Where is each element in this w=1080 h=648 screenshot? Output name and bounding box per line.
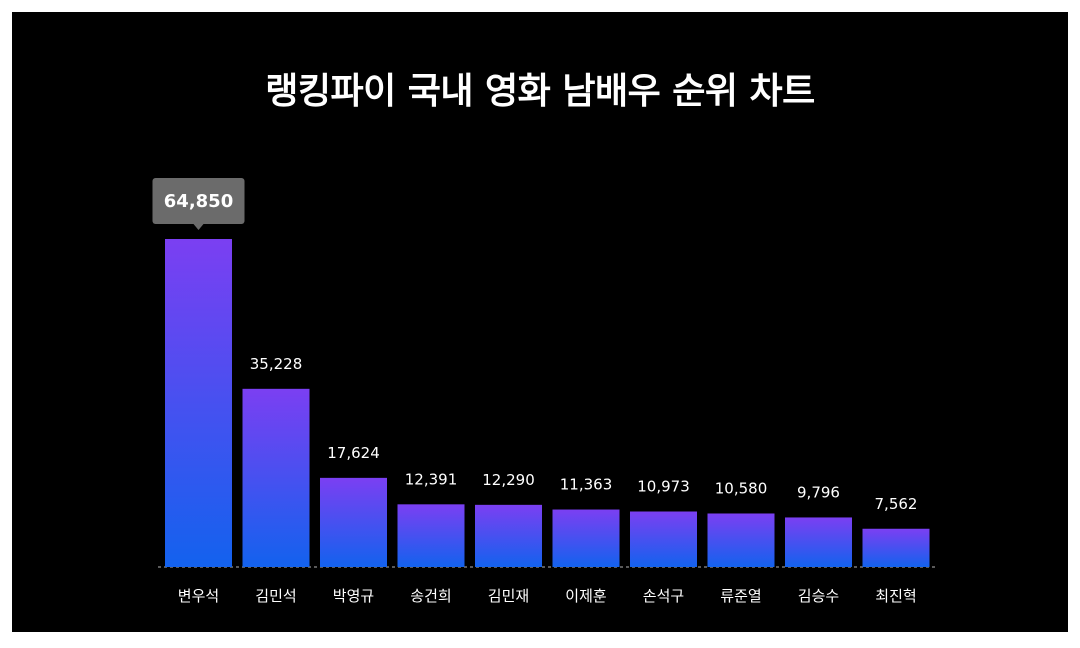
value-tooltip-box (152, 178, 245, 224)
x-tick-label: 송건희 (410, 587, 451, 605)
bar (707, 513, 775, 567)
x-tick-label: 김승수 (798, 587, 839, 605)
data-label: 17,624 (327, 444, 380, 462)
data-label: 11,363 (560, 476, 613, 494)
bar (320, 477, 387, 567)
data-label: 64,850 (164, 191, 233, 212)
data-label: 12,391 (405, 470, 458, 488)
data-label: 10,580 (715, 479, 768, 497)
bar (397, 504, 465, 567)
x-tick-label: 변우석 (178, 587, 219, 605)
x-tick-label: 손석구 (643, 587, 684, 605)
data-label: 7,562 (875, 495, 918, 513)
value-tooltip-pointer (193, 224, 204, 230)
x-tick-label: 김민석 (255, 587, 296, 605)
data-label: 9,796 (797, 483, 840, 501)
x-tick-label: 최진혁 (875, 587, 916, 605)
chart-title: 랭킹파이 국내 영화 남배우 순위 차트 (265, 71, 815, 112)
x-tick-label: 김민재 (488, 587, 529, 605)
data-label: 10,973 (637, 478, 690, 496)
x-tick-label: 이제훈 (565, 587, 606, 605)
x-tick-label: 박영규 (333, 587, 374, 605)
bar (475, 504, 542, 567)
bar (165, 239, 232, 567)
x-tick-label: 류준열 (720, 587, 761, 605)
data-label: 12,290 (482, 471, 535, 489)
data-label: 35,228 (250, 355, 303, 373)
bar (552, 509, 620, 567)
bar (862, 528, 930, 567)
bar (785, 517, 852, 567)
bar (242, 388, 310, 567)
bar (630, 511, 697, 567)
